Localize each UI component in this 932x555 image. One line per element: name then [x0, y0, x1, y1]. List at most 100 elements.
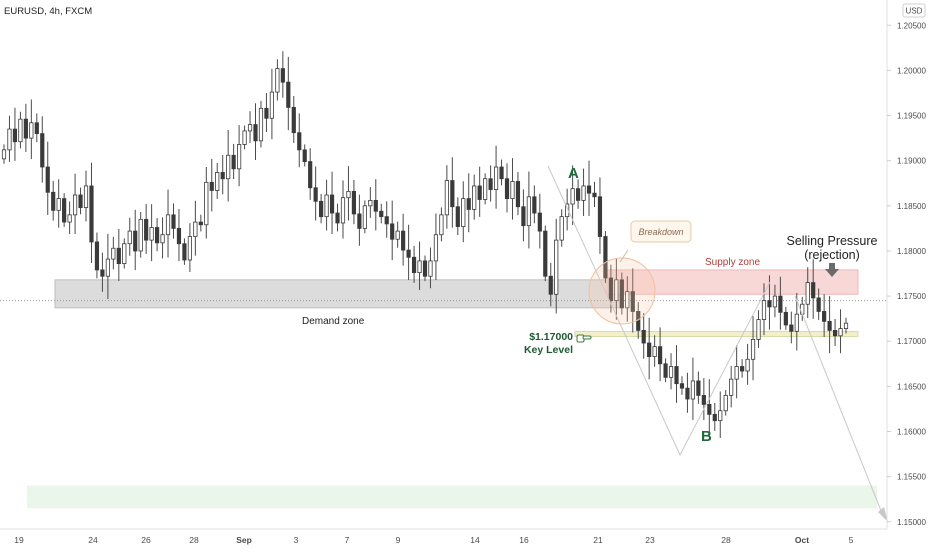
candle — [231, 143, 236, 180]
candle-body-down — [504, 178, 510, 200]
candle-body-up — [729, 378, 734, 396]
candle-body-down — [220, 172, 225, 180]
candle — [111, 236, 116, 270]
candle-body-down — [23, 118, 28, 139]
candle-body-down — [302, 149, 307, 162]
candle — [822, 294, 827, 337]
key-level-line — [574, 331, 859, 337]
candle-body-up — [138, 218, 143, 252]
time-tick-label: 24 — [88, 535, 98, 545]
candle — [614, 258, 619, 320]
price-axis[interactable]: 1.20500 1.20000 1.19500 1.19000 1.18500 1.180… — [887, 21, 926, 527]
candle — [160, 217, 165, 259]
candle-body-down — [198, 221, 203, 226]
candle-body-down — [619, 279, 624, 309]
candle-body-down — [663, 363, 668, 378]
candle — [406, 224, 411, 281]
candle — [165, 189, 171, 258]
candle-body-up — [362, 205, 367, 229]
candle — [72, 173, 78, 235]
candle-body-down — [171, 214, 176, 229]
candle — [395, 221, 400, 248]
candle-body-down — [701, 394, 706, 405]
candle — [23, 103, 28, 152]
candle — [138, 211, 143, 258]
candle-body-down — [532, 196, 537, 214]
candle — [532, 185, 537, 224]
candle — [581, 168, 586, 217]
candle — [658, 327, 663, 382]
candle-body-down — [78, 194, 83, 209]
candle-body-up — [625, 291, 630, 309]
candle — [105, 233, 110, 299]
time-axis[interactable]: 19 24 26 28 Sep 3 7 9 14 16 21 23 28 Oct 5 — [14, 535, 853, 545]
candle-body-down — [390, 223, 395, 240]
breakdown-label: Breakdown — [638, 227, 683, 237]
candle-body-up — [756, 319, 761, 340]
candle — [390, 200, 395, 261]
candle — [778, 276, 783, 330]
time-tick-label: 23 — [645, 535, 655, 545]
time-tick-label: 21 — [593, 535, 603, 545]
candle-body-up — [237, 144, 242, 170]
price-tick-label: 1.16000 — [897, 428, 926, 437]
candle-body-up — [1, 149, 7, 160]
key-level-text-label: Key Level — [524, 344, 573, 356]
price-tick-label: 1.18500 — [897, 202, 926, 211]
currency-badge[interactable] — [902, 3, 926, 18]
candle — [89, 162, 94, 263]
candle — [187, 223, 192, 273]
candle — [537, 193, 542, 249]
candle-body-up — [226, 154, 231, 180]
candle — [444, 165, 449, 229]
candle-body-down — [280, 68, 285, 83]
price-tick-label: 1.19500 — [897, 112, 926, 121]
candle-body-up — [160, 234, 165, 244]
candle — [384, 201, 389, 238]
breakdown-pointer — [619, 249, 629, 263]
price-tick-label: 1.20500 — [897, 21, 926, 30]
candle — [422, 255, 428, 282]
candle — [204, 167, 209, 239]
candle — [592, 181, 597, 208]
candle-body-up — [439, 214, 444, 236]
candle-body-down — [696, 380, 701, 396]
candle — [193, 200, 198, 256]
candle-body-down — [12, 128, 18, 143]
candle — [521, 189, 526, 242]
time-tick-label: 14 — [470, 535, 480, 545]
candle — [745, 343, 750, 385]
key-level-price-label: $1.17000 — [529, 331, 573, 343]
candle — [630, 268, 635, 333]
candle-body-down — [313, 187, 318, 202]
candle-body-up — [554, 239, 559, 295]
candle-body-up — [275, 68, 280, 93]
candle-body-down — [373, 200, 378, 212]
candle — [319, 193, 324, 224]
candles-layer — [1, 51, 849, 439]
candle — [18, 111, 23, 149]
candle — [40, 116, 45, 183]
candle — [526, 171, 531, 249]
demand-zone-label: Demand zone — [302, 316, 365, 327]
candle — [340, 180, 346, 239]
candle — [198, 214, 203, 232]
candle — [712, 402, 717, 431]
candle — [477, 166, 482, 217]
candle — [171, 203, 176, 239]
candle-body-up — [193, 221, 198, 237]
candle-body-up — [165, 214, 171, 236]
candle-body-up — [750, 339, 756, 360]
candle-body-down — [209, 181, 214, 191]
candle — [466, 173, 471, 233]
target-projection — [794, 295, 885, 519]
candle — [772, 284, 778, 318]
candle-body-down — [597, 196, 603, 237]
candle — [242, 125, 247, 150]
candle-body-up — [668, 366, 674, 378]
candle — [504, 163, 510, 213]
candle — [357, 194, 362, 246]
candle — [674, 345, 679, 403]
candle — [559, 209, 564, 247]
